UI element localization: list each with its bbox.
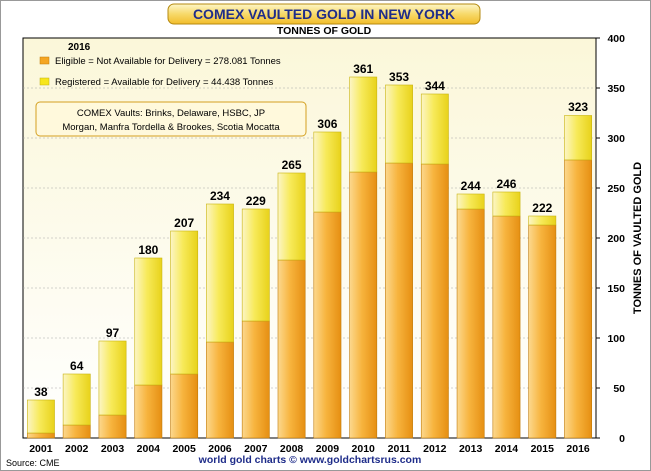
- bar-registered: [456, 193, 485, 210]
- bar-eligible: [492, 215, 521, 439]
- bar-eligible: [26, 432, 55, 439]
- y-tick-label: 0: [619, 433, 625, 445]
- bar-registered: [134, 257, 163, 386]
- bar-eligible: [62, 424, 91, 439]
- x-tick-label: 2012: [423, 443, 447, 455]
- y-tick-label: 300: [607, 133, 625, 145]
- y-tick-label: 350: [607, 83, 625, 95]
- y-tick-label: 400: [607, 33, 625, 45]
- bar-total-label: 97: [106, 326, 120, 340]
- x-tick-label: 2005: [172, 443, 196, 455]
- y-tick-label: 200: [607, 233, 625, 245]
- bar-eligible: [241, 320, 270, 439]
- legend-swatch-registered: [39, 77, 50, 86]
- x-tick-labels: 2001 2002 2003 2004 2005 2006 2007 2008 2009 2010…: [29, 443, 590, 455]
- bar-eligible: [277, 259, 306, 439]
- x-tick-label: 2008: [280, 443, 304, 455]
- bar-group: [26, 76, 593, 439]
- bar-total-label: 180: [138, 243, 158, 257]
- bar-total-label: 207: [174, 216, 194, 230]
- chart-subtitle: TONNES OF GOLD: [277, 25, 372, 37]
- x-tick-label: 2001: [29, 443, 53, 455]
- y-tick-label: 250: [607, 183, 625, 195]
- x-tick-label: 2010: [352, 443, 376, 455]
- x-tick-label: 2002: [65, 443, 89, 455]
- bar-registered: [564, 115, 593, 161]
- total-labels: 38 64 97 180 207 234 229 265 306 361 353 344 244 246 2…: [34, 62, 588, 399]
- x-tick-label: 2004: [137, 443, 161, 455]
- bar-registered: [277, 172, 306, 261]
- bar-total-label: 244: [461, 179, 481, 193]
- bar-eligible: [313, 211, 342, 439]
- bar-registered: [26, 399, 55, 434]
- footer-source: Source: CME: [6, 458, 60, 468]
- bar-eligible: [420, 163, 449, 439]
- y-tick-label: 150: [607, 283, 625, 295]
- bar-eligible: [528, 224, 557, 439]
- bar-eligible: [134, 384, 163, 439]
- legend-heading: 2016: [68, 42, 91, 53]
- vaults-annotation: COMEX Vaults: Brinks, Delaware, HSBC, JP…: [35, 101, 307, 137]
- bar-eligible: [385, 162, 413, 439]
- annotation-line-1: COMEX Vaults: Brinks, Delaware, HSBC, JP: [77, 108, 265, 119]
- chart-title: COMEX VAULTED GOLD IN NEW YORK: [193, 6, 455, 22]
- bar-eligible: [98, 414, 127, 439]
- x-tick-label: 2003: [101, 443, 125, 455]
- x-tick-label: 2009: [316, 443, 340, 455]
- bar-total-label: 344: [425, 79, 445, 93]
- x-tick-label: 2007: [244, 443, 268, 455]
- title-bar: [167, 3, 481, 25]
- y-tick-labels: 0 50 100 150 200 250 300 350 400: [596, 33, 625, 445]
- bar-eligible: [170, 373, 199, 439]
- x-tick-label: 2011: [388, 443, 411, 455]
- footer-credit: world gold charts © www.goldchartsrus.co…: [198, 454, 422, 466]
- bar-total-label: 234: [210, 189, 230, 203]
- bar-eligible: [206, 341, 234, 439]
- bar-registered: [170, 230, 199, 375]
- bar-total-label: 361: [353, 62, 373, 76]
- bar-registered: [62, 373, 91, 426]
- bar-total-label: 38: [34, 385, 48, 399]
- legend-swatch-eligible: [39, 56, 50, 65]
- legend: 2016 Eligible = Not Available for Delive…: [39, 42, 281, 88]
- bar-eligible: [456, 208, 485, 439]
- annotation-box: [35, 101, 307, 137]
- bar-total-label: 323: [568, 100, 588, 114]
- bar-total-label: 64: [70, 359, 84, 373]
- bar-registered: [349, 76, 378, 173]
- bar-registered: [492, 191, 521, 217]
- legend-entry-registered: Registered = Available for Delivery = 44…: [55, 77, 274, 88]
- bar-registered: [385, 84, 413, 164]
- bar-total-label: 222: [532, 201, 552, 215]
- x-tick-label: 2016: [566, 443, 590, 455]
- bar-total-label: 229: [246, 194, 266, 208]
- x-tick-label: 2014: [495, 443, 519, 455]
- bar-total-label: 246: [496, 177, 516, 191]
- bar-total-label: 353: [389, 70, 409, 84]
- bar-registered: [313, 131, 342, 213]
- y-tick-label: 50: [613, 383, 625, 395]
- bar-eligible: [349, 171, 378, 439]
- bar-registered: [420, 93, 449, 165]
- annotation-line-2: Morgan, Manfra Tordella & Brookes, Scoti…: [62, 122, 280, 133]
- y-axis-label: TONNES OF VAULTED GOLD: [632, 162, 644, 314]
- bar-eligible: [564, 159, 593, 439]
- bar-registered: [98, 340, 127, 416]
- x-tick-label: 2006: [208, 443, 232, 455]
- y-tick-label: 100: [607, 333, 625, 345]
- x-tick-label: 2015: [531, 443, 555, 455]
- bar-registered: [206, 203, 234, 343]
- bar-total-label: 265: [282, 158, 302, 172]
- bar-registered: [528, 215, 557, 226]
- bar-registered: [241, 208, 270, 322]
- bar-total-label: 306: [317, 117, 337, 131]
- legend-entry-eligible: Eligible = Not Available for Delivery = …: [55, 56, 281, 67]
- x-tick-label: 2013: [459, 443, 483, 455]
